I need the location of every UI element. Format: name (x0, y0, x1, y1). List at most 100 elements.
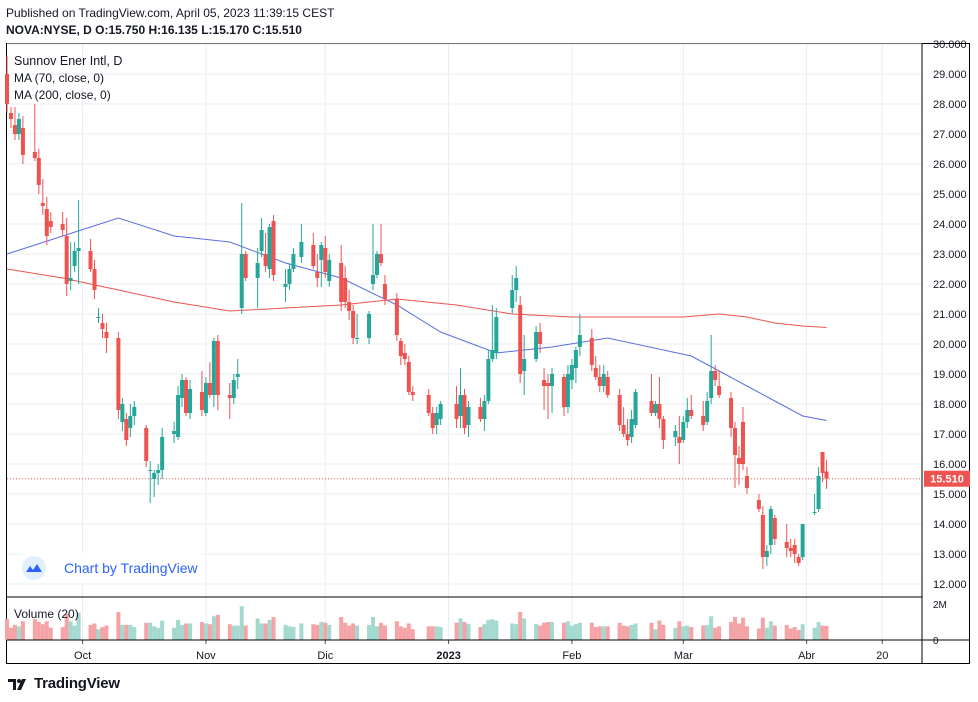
volume-bar (561, 622, 566, 640)
volume-bar (792, 627, 797, 640)
volume-bar (824, 625, 829, 640)
candle-body (546, 383, 551, 386)
candle-body (824, 471, 829, 479)
candle-body (561, 377, 566, 407)
volume-bar (132, 627, 137, 640)
candle-body (211, 341, 216, 395)
candle-body (188, 389, 192, 413)
volume-bar (315, 624, 320, 640)
candle-body (378, 254, 383, 263)
volume-bar (625, 626, 630, 640)
volume-bar (355, 625, 360, 640)
volume-bar (255, 618, 260, 640)
candle-body (132, 407, 137, 416)
volume-bar (371, 616, 375, 640)
candle-body (156, 470, 161, 473)
legend-volume[interactable]: Volume (20) (14, 607, 79, 621)
x-tick-label: Abr (798, 650, 815, 662)
candle-body (48, 221, 53, 227)
footer-brand-text: TradingView (34, 675, 120, 692)
candle-body (486, 359, 491, 401)
candle-body (40, 203, 45, 206)
volume-bar (299, 623, 304, 640)
candle-body (406, 362, 411, 392)
volume-bar (816, 622, 821, 640)
last-price-label: 15.510 (930, 474, 964, 486)
volume-bar (454, 622, 459, 640)
candle-body (5, 74, 9, 104)
volume-bar (733, 616, 738, 640)
volume-bar (287, 626, 292, 640)
volume-bar (12, 624, 17, 640)
volume-bar (72, 625, 77, 640)
volume-bar (701, 625, 706, 640)
volume-bar (152, 626, 157, 640)
volume-bar (514, 624, 519, 640)
candle-body (733, 428, 738, 455)
volume-bar (490, 619, 495, 640)
volume-bar (184, 623, 189, 640)
y-tick-label: 15.000 (933, 489, 967, 501)
volume-bar (398, 626, 403, 640)
candle-body (454, 404, 459, 419)
volume-bar (740, 617, 745, 640)
volume-bar (550, 622, 555, 640)
candle-body (64, 236, 69, 284)
volume-bar (534, 624, 539, 640)
y-tick-label: 16.000 (933, 459, 967, 471)
volume-bar (60, 627, 65, 640)
volume-bar (367, 624, 372, 640)
candle-body (534, 332, 539, 359)
candle-body (394, 299, 399, 335)
candle-body (701, 416, 706, 425)
volume-bar (394, 621, 399, 640)
candle-body (44, 209, 49, 236)
volume-bar (44, 621, 49, 640)
volume-bar (96, 629, 101, 640)
volume-bar (538, 625, 543, 640)
candle-body (661, 419, 666, 440)
volume-bar (271, 616, 276, 640)
volume-bar (88, 624, 93, 640)
volume-bar (410, 629, 415, 640)
y-tick-label: 23.000 (933, 249, 967, 261)
y-tick-label: 19.000 (933, 369, 967, 381)
volume-bar (756, 628, 761, 640)
candle-body (315, 272, 320, 278)
volume-bar (156, 627, 161, 640)
volume-bar (259, 623, 264, 640)
candle-body (239, 254, 244, 308)
candle-body (430, 413, 435, 428)
candle-body (518, 305, 523, 374)
footer-brand[interactable]: TradingView (8, 675, 120, 692)
candle-body (438, 404, 443, 419)
chart-title[interactable]: Sunnov Ener Intl, D (14, 54, 123, 68)
candle-body (160, 437, 165, 470)
candle-body (462, 395, 467, 428)
grid-lines (7, 43, 922, 640)
candle-body (199, 392, 204, 410)
candle-body (32, 152, 37, 158)
volume-bar (283, 624, 288, 640)
candle-body (577, 335, 582, 347)
volume-bar (729, 622, 734, 640)
volume-bar (120, 624, 125, 640)
candle-body (271, 221, 276, 275)
x-tick-label: Nov (196, 650, 216, 662)
candle-body (172, 431, 177, 434)
volume-bar (673, 627, 678, 640)
candle-body (522, 359, 527, 371)
volume-bar (601, 626, 606, 640)
candle-body (8, 113, 13, 119)
tradingview-watermark[interactable]: Chart by TradingView (19, 553, 205, 583)
candle-body (593, 368, 598, 377)
candle-body (255, 263, 260, 278)
candle-body (180, 380, 185, 398)
candle-body (816, 476, 821, 509)
legend-ma70[interactable]: MA (70, close, 0) (14, 71, 105, 85)
candle-body (820, 452, 825, 473)
volume-bar (796, 629, 801, 640)
candle-body (339, 263, 344, 302)
legend-ma200[interactable]: MA (200, close, 0) (14, 88, 111, 102)
